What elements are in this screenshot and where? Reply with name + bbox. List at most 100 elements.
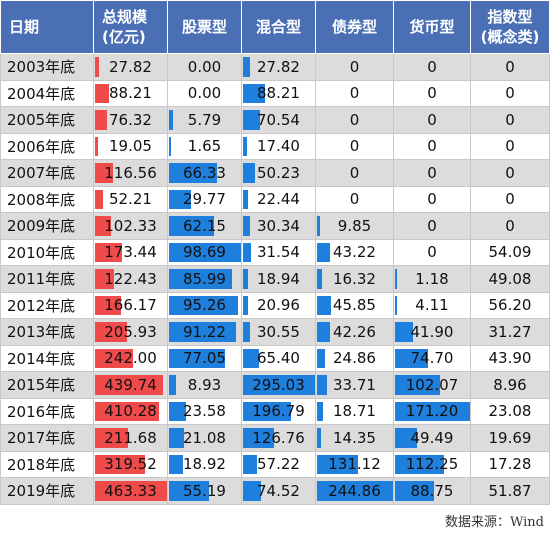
bond-cell: 43.22 [315, 238, 394, 266]
total-value: 76.32 [109, 110, 152, 129]
bond-value: 0 [349, 57, 360, 76]
year-value: 2019年底 [7, 482, 76, 501]
bond-cell: 0 [315, 159, 394, 187]
mixed-cell: 57.22 [241, 450, 316, 478]
stock-value: 55.19 [183, 481, 226, 500]
total-value: 211.68 [104, 428, 157, 447]
stock-value: 95.26 [183, 296, 226, 315]
total-cell: 102.33 [93, 212, 168, 240]
stock-bar [169, 163, 218, 183]
table-row: 2009年底 102.33 62.15 30.34 9.85 0 0 [0, 212, 550, 240]
total-cell: 242.00 [93, 344, 168, 372]
year-value: 2010年底 [7, 243, 76, 262]
money-cell: 0 [393, 53, 471, 81]
fund-size-table: 日期 总规模 (亿元) 股票型 混合型 债券型 货币型 指数型 (概念类) 2003… [0, 0, 550, 505]
mixed-value: 295.03 [252, 375, 305, 394]
bond-value: 0 [349, 84, 360, 103]
mixed-bar [243, 57, 250, 77]
money-value: 112.25 [405, 455, 459, 474]
money-cell: 0 [393, 238, 471, 266]
total-cell: 319.52 [93, 450, 168, 478]
money-bar [395, 454, 445, 474]
stock-value: 29.77 [183, 190, 226, 209]
mixed-cell: 126.76 [241, 424, 316, 452]
mixed-cell: 27.82 [241, 53, 316, 81]
stock-cell: 0.00 [167, 53, 242, 81]
index-value: 17.28 [488, 455, 532, 474]
stock-cell: 18.92 [167, 450, 242, 478]
bond-bar [317, 295, 332, 315]
index-cell: 0 [470, 159, 550, 187]
index-cell: 0 [470, 79, 550, 107]
stock-bar [169, 295, 239, 315]
table-row: 2007年底 116.56 66.33 50.23 0 0 0 [0, 159, 550, 187]
stock-bar [169, 216, 215, 236]
bond-value: 18.71 [333, 402, 376, 421]
table-row: 2010年底 173.44 98.69 31.54 43.22 0 54.09 [0, 238, 550, 266]
bond-cell: 0 [315, 106, 394, 134]
stock-bar [169, 401, 187, 421]
mixed-bar [243, 189, 249, 209]
money-value: 171.20 [405, 402, 459, 421]
total-cell: 27.82 [93, 53, 168, 81]
stock-bar [169, 454, 183, 474]
stock-cell: 66.33 [167, 159, 242, 187]
table-row: 2014年底 242.00 77.05 65.40 24.86 74.70 43.90 [0, 344, 550, 372]
money-cell: 0 [393, 212, 471, 240]
year-cell: 2009年底 [0, 212, 94, 240]
index-cell: 19.69 [470, 424, 550, 452]
money-cell: 171.20 [393, 397, 471, 425]
bond-value: 45.85 [333, 296, 376, 315]
header-money: 货币型 [393, 0, 471, 54]
mixed-cell: 65.40 [241, 344, 316, 372]
total-value: 439.74 [104, 375, 157, 394]
mixed-value: 70.54 [257, 110, 300, 129]
stock-value: 62.15 [183, 216, 226, 235]
mixed-bar [243, 454, 257, 474]
mixed-value: 20.96 [257, 296, 300, 315]
total-cell: 410.28 [93, 397, 168, 425]
bond-value: 42.26 [333, 322, 376, 341]
bond-value: 16.32 [333, 269, 376, 288]
header-total: 总规模 (亿元) [93, 0, 168, 54]
index-value: 0 [505, 84, 515, 103]
index-value: 19.69 [488, 428, 532, 447]
total-bar [95, 375, 164, 395]
bond-bar [317, 269, 323, 289]
stock-value: 18.92 [183, 455, 226, 474]
stock-value: 8.93 [187, 375, 222, 394]
index-cell: 51.87 [470, 477, 550, 505]
index-cell: 49.08 [470, 265, 550, 293]
bond-value: 43.22 [333, 243, 376, 262]
year-value: 2008年底 [7, 190, 76, 209]
total-value: 173.44 [104, 243, 157, 262]
mixed-cell: 295.03 [241, 371, 316, 399]
year-cell: 2004年底 [0, 79, 94, 107]
total-cell: 166.17 [93, 291, 168, 319]
total-cell: 19.05 [93, 132, 168, 160]
money-bar [395, 375, 440, 395]
index-value: 0 [505, 216, 515, 235]
stock-cell: 62.15 [167, 212, 242, 240]
total-bar [95, 401, 159, 421]
header-row: 日期 总规模 (亿元) 股票型 混合型 债券型 货币型 指数型 (概念类) [0, 0, 550, 54]
year-cell: 2016年底 [0, 397, 94, 425]
total-value: 319.52 [104, 455, 157, 474]
total-bar [95, 454, 145, 474]
stock-value: 66.33 [183, 163, 226, 182]
data-source-note: 数据来源：Wind [445, 515, 544, 530]
index-cell: 0 [470, 212, 550, 240]
index-value: 0 [505, 137, 515, 156]
stock-bar [169, 481, 210, 501]
table-row: 2013年底 205.93 91.22 30.55 42.26 41.90 31.27 [0, 318, 550, 346]
bond-cell: 45.85 [315, 291, 394, 319]
mixed-cell: 22.44 [241, 185, 316, 213]
bond-bar [317, 401, 323, 421]
index-cell: 54.09 [470, 238, 550, 266]
mixed-cell: 18.94 [241, 265, 316, 293]
total-cell: 76.32 [93, 106, 168, 134]
bond-cell: 9.85 [315, 212, 394, 240]
total-bar [95, 428, 128, 448]
year-cell: 2006年底 [0, 132, 94, 160]
mixed-value: 22.44 [257, 190, 300, 209]
